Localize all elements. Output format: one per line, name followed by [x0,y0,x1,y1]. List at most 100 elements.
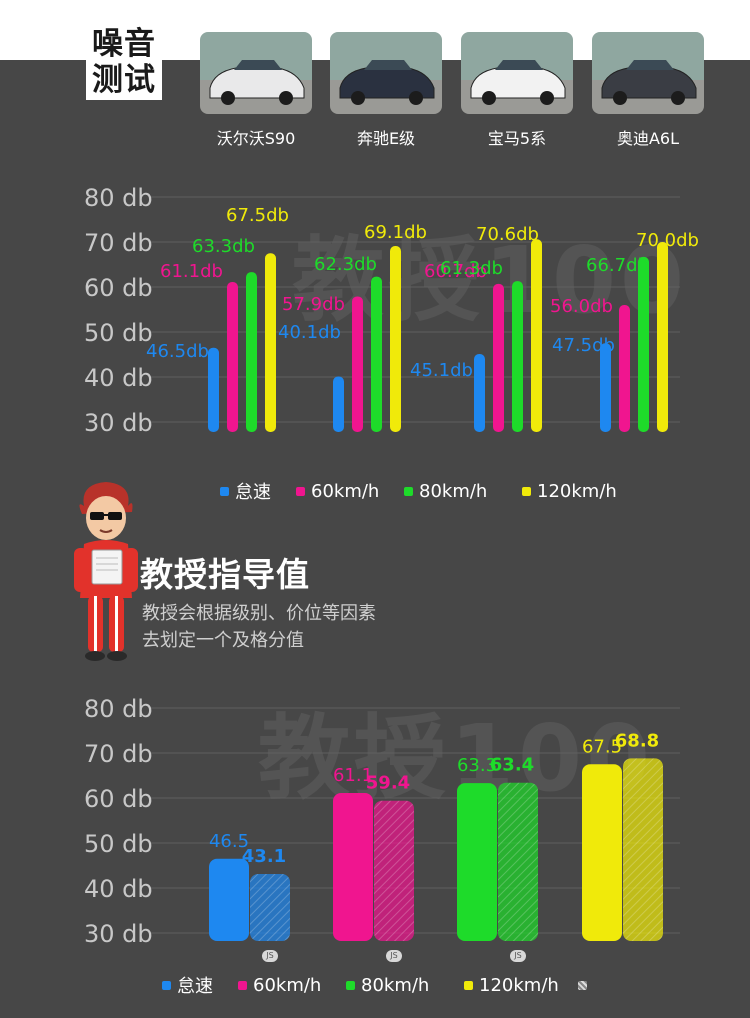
legend-item-120: 120km/h [464,975,559,996]
bar [512,281,523,432]
car-photo-icon [592,32,704,114]
bar-measured [333,793,373,941]
data-label: 46.5db [146,341,209,362]
noise-chart: 80 db 70 db 60 db 50 db 40 db 30 db 46.5db 40.1… [84,184,699,437]
data-label-guide: 59.4 [366,773,410,794]
legend-swatch-guide-hatch [578,980,587,990]
title-line-2: 测试 [92,62,156,98]
y-tick-label: 80 db [84,184,153,212]
data-label: 57.9db [282,294,345,315]
bar [619,305,630,432]
legend-swatch-idle [220,486,229,496]
y-tick-label: 30 db [84,409,153,437]
y-tick-label: 50 db [84,830,153,858]
legend-item-80: 80km/h [404,481,487,502]
bar [474,354,485,432]
bar-measured [457,783,497,941]
legend-swatch-idle [162,980,171,990]
legend-label: 120km/h [479,974,559,996]
guide-note-line-1: 教授会根据级别、价位等因素 [142,603,376,624]
data-label: 40.1db [278,322,341,343]
bar [638,256,649,432]
professor-mascot-icon [74,482,138,661]
legend-label: 怠速 [177,976,213,997]
car-photo-icon [330,32,442,114]
data-label: 61.3db [440,258,503,279]
bar-measured [209,858,249,941]
js-badge: JS [262,950,278,962]
legend-swatch-60 [296,486,305,496]
y-tick-label: 40 db [84,875,153,903]
legend-swatch-80 [346,980,355,990]
y-tick-label: 40 db [84,364,153,392]
legend-label: 怠速 [235,482,271,503]
bar [352,296,363,432]
bar [493,283,504,432]
bar [371,276,382,432]
data-label: 62.3db [314,254,377,275]
car-name-label: 宝马5系 [487,129,547,148]
data-label: 61.1db [160,261,223,282]
title-line-1: 噪音 [92,26,156,62]
y-tick-label: 70 db [84,229,153,257]
car-photo-icon [461,32,573,114]
bar [246,272,257,432]
y-tick-label: 70 db [84,740,153,768]
bar-guide-hatch [250,874,290,941]
legend-label: 60km/h [253,974,322,996]
data-label: 45.1db [410,360,473,381]
legend-item-80: 80km/h [346,975,429,996]
bar-guide-hatch [623,758,663,941]
data-label: 66.7db [586,255,649,276]
bar [333,376,344,432]
y-tick-label: 50 db [84,319,153,347]
car-thumbnail [592,32,704,114]
bar [657,242,668,432]
y-tick-label: 80 db [84,695,153,723]
legend-item-120: 120km/h [522,481,617,502]
data-label-guide: 63.4 [490,755,534,776]
data-label: 56.0db [550,296,613,317]
legend-item-idle: 怠速 [220,478,271,504]
js-badge: JS [510,950,526,962]
data-label-guide: 68.8 [615,730,659,751]
data-label-measured: 46.5 [209,831,249,852]
legend-bottom: 怠速 60km/h 80km/h 120km/h [0,973,750,997]
bar [390,246,401,432]
legend-item-60: 60km/h [238,975,321,996]
y-tick-label: 30 db [84,920,153,948]
guide-title: 教授指导值 [140,555,310,594]
data-label: 63.3db [192,236,255,257]
data-label: 60.7db [424,261,487,282]
legend-item-idle: 怠速 [162,972,213,998]
legend-top: 怠速 60km/h 80km/h 120km/h [0,479,750,503]
guide-chart: 80 db 70 db 60 db 50 db 40 db 30 db 46.543.1 61… [84,695,680,948]
legend-swatch-60 [238,980,247,990]
legend-item-guide [578,980,593,990]
bar-measured [582,764,622,941]
data-label-measured: 67.5 [582,736,622,757]
car-thumbnail [200,32,312,114]
car-name-label: 奔驰E级 [356,129,416,148]
car-thumbnail [461,32,573,114]
data-label: 70.0db [636,230,699,251]
bar-guide-hatch [374,800,414,941]
legend-label: 80km/h [361,974,430,996]
car-name-label: 沃尔沃S90 [216,129,296,148]
legend-swatch-120 [522,486,531,496]
legend-label: 80km/h [419,480,488,502]
data-label-measured: 63.3 [457,755,497,776]
data-label-measured: 61.1 [333,765,373,786]
car-photo-icon [200,32,312,114]
car-thumbnail [330,32,442,114]
legend-label: 60km/h [311,480,380,502]
bar-guide-hatch [498,782,538,941]
data-label: 47.5db [552,335,615,356]
legend-label: 120km/h [537,480,617,502]
bar [208,347,219,432]
y-tick-label: 60 db [84,274,153,302]
js-badge: JS [386,950,402,962]
data-label: 67.5db [226,205,289,226]
guide-note: 教授会根据级别、价位等因素 去划定一个及格分值 [142,600,376,654]
legend-swatch-80 [404,486,413,496]
